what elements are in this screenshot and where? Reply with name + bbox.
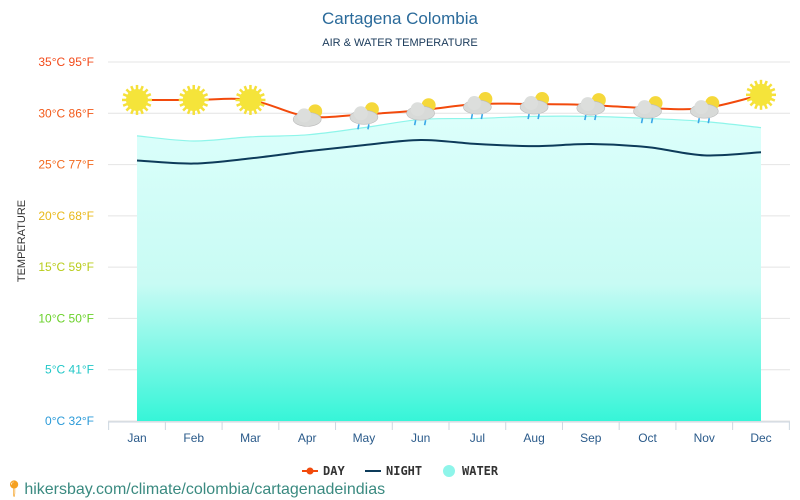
- y-tick-label: 10°C 50°F: [38, 311, 94, 325]
- sun-cloud-icon: [292, 104, 323, 127]
- source-link[interactable]: 📍︎hikersbay.com/climate/colombia/cartage…: [4, 481, 386, 498]
- x-tick-label: Sep: [580, 431, 602, 445]
- water-area: [137, 116, 761, 421]
- location-pin-icon: 📍︎: [4, 481, 25, 498]
- legend: DAY NIGHT WATER: [302, 464, 499, 478]
- chart-title: Cartagena Colombia: [322, 9, 478, 28]
- sun-cloud-rain-icon: [463, 92, 493, 120]
- x-tick-label: Jun: [411, 431, 430, 445]
- x-tick-label: Mar: [240, 431, 261, 445]
- svg-text:NIGHT: NIGHT: [386, 464, 422, 478]
- day-line: [137, 93, 762, 119]
- sun-cloud-rain-icon: [349, 102, 379, 130]
- sun-icon: [178, 84, 209, 115]
- night-line: [136, 138, 762, 165]
- sun-icon: [122, 84, 152, 115]
- y-tick-label: 20°C 68°F: [38, 209, 94, 223]
- svg-text:WATER: WATER: [462, 464, 499, 478]
- y-axis-label: TEMPERATURE: [16, 200, 28, 282]
- y-tick-label: 0°C 32°F: [45, 414, 94, 428]
- sun-cloud-rain-icon: [689, 96, 720, 124]
- x-tick-label: Oct: [638, 431, 657, 445]
- y-tick-label: 25°C 77°F: [38, 158, 94, 172]
- sun-cloud-rain-icon: [519, 92, 550, 120]
- x-tick-label: Dec: [750, 431, 771, 445]
- legend-day[interactable]: DAY: [302, 464, 345, 478]
- y-tick-label: 15°C 59°F: [38, 260, 94, 274]
- x-tick-label: Jan: [127, 431, 146, 445]
- legend-water[interactable]: WATER: [443, 464, 499, 478]
- x-tick-label: Feb: [183, 431, 204, 445]
- y-tick-label: 30°C 86°F: [38, 106, 94, 120]
- y-tick-label: 35°C 95°F: [38, 55, 94, 69]
- sun-cloud-rain-icon: [633, 96, 663, 124]
- sun-icon: [746, 79, 776, 110]
- y-tick-label: 5°C 41°F: [45, 363, 94, 377]
- sun-cloud-rain-icon: [576, 93, 606, 121]
- x-tick-label: Apr: [298, 431, 317, 445]
- chart-subtitle: AIR & WATER TEMPERATURE: [322, 37, 477, 49]
- x-tick-label: Aug: [523, 431, 544, 445]
- svg-text:DAY: DAY: [323, 464, 345, 478]
- x-tick-label: May: [353, 431, 376, 445]
- x-tick-label: Jul: [470, 431, 485, 445]
- legend-night[interactable]: NIGHT: [365, 464, 422, 478]
- sun-icon: [235, 84, 266, 115]
- x-tick-label: Nov: [694, 431, 715, 445]
- sun-cloud-rain-icon: [406, 98, 436, 126]
